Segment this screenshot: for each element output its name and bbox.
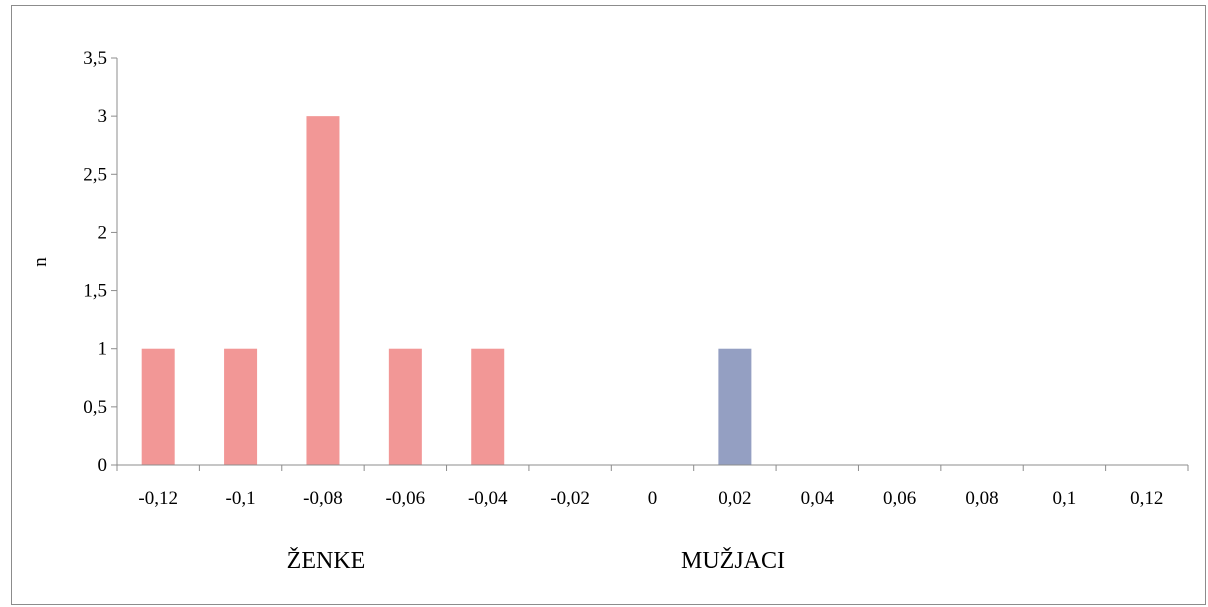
y-tick-label: 0,5 [83, 397, 107, 418]
bar-series-1 [718, 348, 752, 465]
bar-series-0 [141, 348, 175, 465]
bar-series-0 [471, 348, 505, 465]
y-axis-title: n [30, 257, 51, 267]
bar-series-0 [388, 348, 422, 465]
x-tick-label: 0 [648, 488, 658, 509]
males-group-label: MUŽJACI [681, 548, 785, 574]
chart-frame [11, 5, 1206, 605]
x-tick-label: -0,02 [550, 488, 590, 509]
bar-series-0 [306, 116, 340, 466]
x-tick-label: 0,08 [965, 488, 998, 509]
y-tick-label: 2,5 [83, 164, 107, 185]
x-tick-label: -0,12 [138, 488, 178, 509]
x-tick-label: -0,1 [226, 488, 256, 509]
x-tick-label: -0,08 [303, 488, 343, 509]
x-tick-label: 0,1 [1053, 488, 1077, 509]
females-group-label: ŽENKE [287, 548, 366, 574]
x-tick-label: 0,06 [883, 488, 916, 509]
bar-series-0 [224, 348, 258, 465]
y-tick-label: 0 [98, 455, 108, 476]
y-tick-label: 3 [98, 106, 108, 127]
x-tick-label: 0,02 [718, 488, 751, 509]
y-tick-label: 1 [98, 339, 108, 360]
y-tick-label: 3,5 [83, 48, 107, 69]
y-tick-label: 2 [98, 222, 108, 243]
x-tick-label: 0,04 [801, 488, 835, 509]
x-tick-label: 0,12 [1130, 488, 1163, 509]
x-tick-label: -0,06 [386, 488, 426, 509]
x-tick-label: -0,04 [468, 488, 508, 509]
y-tick-label: 1,5 [83, 281, 107, 302]
